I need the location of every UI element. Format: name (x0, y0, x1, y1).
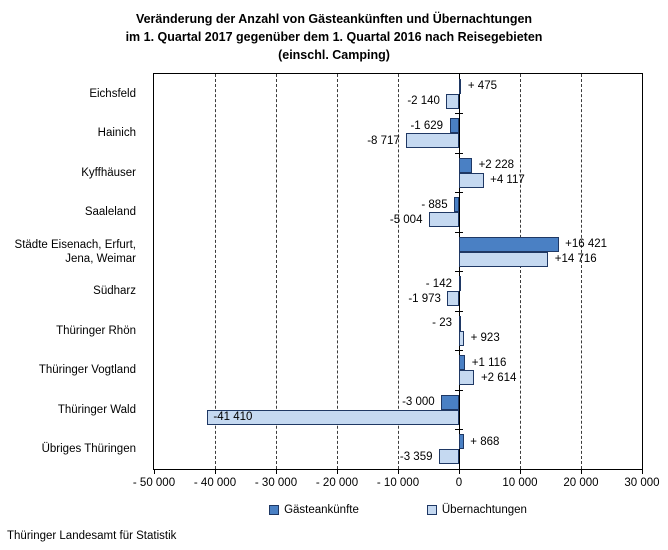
value-label: -1 973 (408, 292, 441, 305)
x-axis-label: 10 000 (502, 477, 538, 489)
gridline (581, 74, 582, 469)
bar-uebernachtungen (446, 93, 460, 109)
value-label: -2 140 (407, 95, 440, 108)
bar-gaesteankuenfte (454, 197, 460, 213)
gridline (276, 74, 277, 469)
category-label: Thüringer Rhön (56, 324, 136, 337)
value-label: - 885 (421, 198, 448, 211)
x-axis-tick (337, 470, 338, 474)
value-label: -41 410 (213, 411, 253, 424)
category-axis-tick (455, 429, 463, 430)
category-label: Eichsfeld (89, 87, 136, 100)
bar-uebernachtungen (458, 251, 549, 267)
x-axis-tick (215, 470, 216, 474)
gridline (215, 74, 216, 469)
category-label: Saaleland (84, 206, 136, 219)
category-label: Thüringer Wald (57, 403, 136, 416)
value-label: +4 117 (490, 174, 525, 187)
y-axis-labels: Eichsfeld Hainich Kyffhäuser Saaleland Städt… (0, 74, 145, 469)
bar-gaesteankuenfte (458, 315, 461, 331)
category-axis-tick (455, 192, 463, 193)
legend-label: Gästeankünfte (284, 504, 359, 516)
category-axis-tick (455, 152, 463, 154)
x-axis-label: - 40 000 (193, 477, 237, 489)
gridline (337, 74, 338, 469)
gridline (398, 74, 399, 469)
x-axis-tick (459, 470, 460, 474)
category-label: Kyffhäuser (81, 166, 136, 179)
value-label: -1 629 (410, 119, 444, 132)
category-label: Südharz (93, 285, 136, 298)
bar-gaesteankuenfte (458, 157, 473, 173)
chart-title-line: im 1. Quartal 2017 gegenüber dem 1. Quar… (125, 30, 543, 44)
bar-uebernachtungen (439, 449, 460, 465)
x-axis-tick (398, 470, 399, 474)
x-axis-label: - 20 000 (315, 477, 359, 489)
x-axis-label: 30 000 (624, 477, 660, 489)
bar-gaesteankuenfte (449, 118, 460, 134)
category-axis-tick (455, 389, 463, 391)
value-label: + 923 (470, 332, 500, 345)
x-axis-tick (642, 470, 643, 474)
category-axis-tick (455, 271, 463, 272)
x-axis-tick (154, 470, 155, 474)
legend-label: Übernachtungen (441, 504, 527, 516)
legend-swatch-gaesteankuenfte (269, 505, 280, 515)
category-axis-tick (455, 113, 463, 114)
bar-uebernachtungen (447, 291, 460, 307)
bar-gaesteankuenfte (458, 355, 466, 371)
value-label: + 475 (467, 80, 497, 93)
value-label: -3 000 (402, 396, 435, 409)
chart-title-line: (einschl. Camping) (278, 48, 390, 62)
category-axis-tick (455, 310, 463, 312)
bar-uebernachtungen (458, 172, 484, 188)
chart-title-line: Veränderung der Anzahl von Gästeankünfte… (135, 12, 533, 26)
value-label: - 142 (425, 277, 452, 290)
value-label: - 23 (432, 317, 452, 330)
legend-item: Gästeankünfte (269, 504, 359, 516)
bar-uebernachtungen (458, 330, 465, 346)
category-label: Übriges Thüringen (41, 443, 136, 456)
legend-swatch-uebernachtungen (426, 505, 437, 515)
category-label: Städte Eisenach, Erfurt, Jena, Weimar (14, 238, 136, 265)
value-label: +2 228 (478, 159, 515, 172)
bar-gaesteankuenfte (458, 236, 559, 252)
value-label: +1 116 (471, 356, 507, 369)
value-label: +2 614 (480, 371, 517, 384)
legend: Gästeankünfte Übernachtungen (153, 504, 643, 516)
value-label: -8 717 (367, 134, 400, 147)
x-axis-label: 20 000 (563, 477, 599, 489)
bar-gaesteankuenfte (458, 276, 461, 292)
value-label: +16 421 (565, 238, 608, 251)
category-axis-tick (455, 231, 463, 233)
x-axis-label: - 50 000 (132, 477, 176, 489)
legend-item: Übernachtungen (426, 504, 527, 516)
bar-gaesteankuenfte (458, 78, 462, 94)
x-axis-tick (520, 470, 521, 474)
bar-gaesteankuenfte (441, 394, 460, 410)
value-label: -5 004 (389, 213, 423, 226)
x-axis-tick (581, 470, 582, 474)
x-axis-tick (276, 470, 277, 474)
category-label: Thüringer Vogtland (38, 364, 136, 377)
gridline (520, 74, 521, 469)
category-label: Hainich (97, 127, 136, 140)
bar-uebernachtungen (206, 409, 460, 425)
bar-uebernachtungen (458, 370, 475, 386)
value-label: +14 716 (554, 253, 597, 266)
bar-uebernachtungen (406, 133, 460, 149)
plot-area: + 475 -1 629 +2 228 - 885 +16 421 - 142 - 23 +1… (153, 73, 643, 470)
source-note: Thüringer Landesamt für Statistik (7, 530, 177, 542)
value-label: + 868 (470, 435, 500, 448)
chart-title: Veränderung der Anzahl von Gästeankünfte… (0, 10, 668, 64)
bar-uebernachtungen (428, 212, 460, 228)
x-axis-label: - 10 000 (376, 477, 420, 489)
bar-gaesteankuenfte (458, 434, 464, 450)
value-label: -3 359 (399, 450, 433, 463)
category-axis-tick (455, 350, 463, 351)
x-axis-label: 0 (455, 477, 463, 489)
x-axis-label: - 30 000 (254, 477, 298, 489)
